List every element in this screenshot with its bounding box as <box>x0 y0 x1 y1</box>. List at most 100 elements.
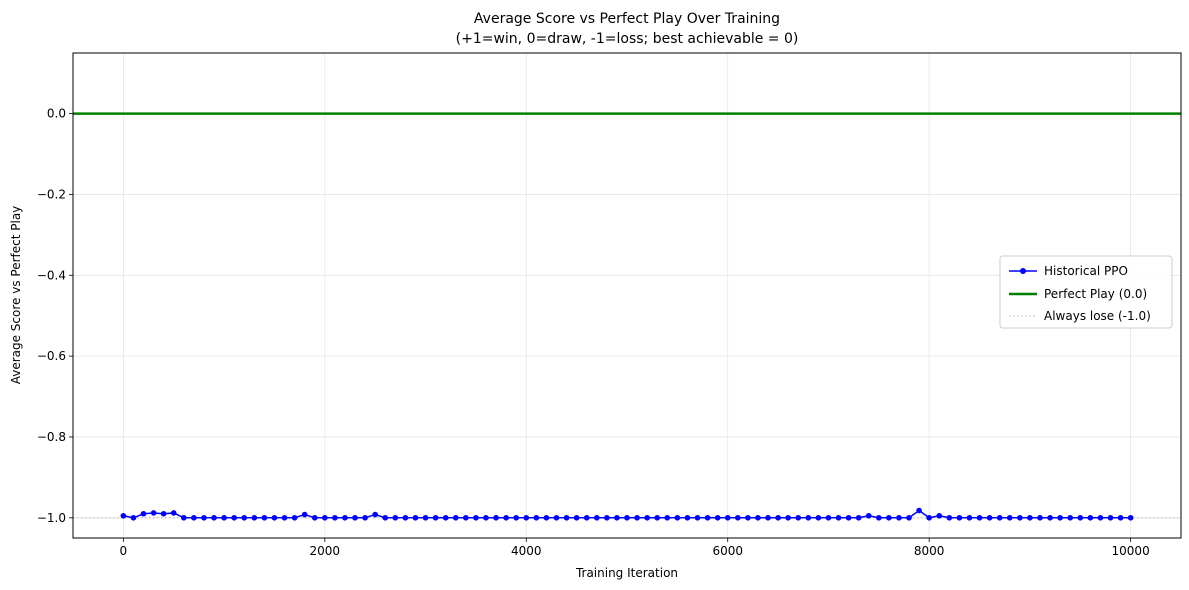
historical-ppo-point <box>311 514 318 521</box>
historical-ppo-point <box>553 514 560 521</box>
x-axis-ticks: 0 2000 4000 6000 8000 10000 <box>120 538 1150 558</box>
historical-ppo-point <box>835 514 842 521</box>
historical-ppo-point <box>906 514 912 521</box>
y-tick-label: −0.2 <box>37 187 66 201</box>
legend: Historical PPO Perfect Play (0.0) Always… <box>999 255 1173 329</box>
historical-ppo-point <box>1027 514 1033 521</box>
chart-title: Average Score vs Perfect Play Over Train… <box>474 11 780 27</box>
historical-ppo-point <box>825 514 832 521</box>
historical-ppo-point <box>150 510 157 516</box>
historical-ppo-point <box>483 514 489 521</box>
legend-box <box>999 255 1173 329</box>
historical-ppo-point <box>362 514 368 521</box>
y-tick-label: 0.0 <box>47 107 66 121</box>
historical-ppo-point <box>593 514 600 521</box>
historical-ppo-point <box>1047 514 1053 521</box>
historical-ppo-point <box>412 514 419 521</box>
x-tick-label: 4000 <box>511 544 542 558</box>
historical-ppo-point <box>1087 514 1094 521</box>
historical-ppo-point <box>996 514 1003 521</box>
historical-ppo-point <box>614 514 620 521</box>
y-tick-label: −0.6 <box>37 349 66 363</box>
historical-ppo-point <box>845 514 852 521</box>
historical-ppo-point <box>1057 514 1063 521</box>
historical-ppo-point <box>936 512 943 519</box>
historical-ppo-point <box>735 514 741 521</box>
historical-ppo-point <box>886 514 892 521</box>
historical-ppo-point <box>231 514 237 521</box>
historical-ppo-point <box>301 511 308 518</box>
historical-ppo-point <box>865 512 872 519</box>
historical-ppo-point <box>785 514 791 521</box>
legend-label-always-lose: Always lose (-1.0) <box>1044 309 1151 323</box>
historical-ppo-point <box>684 514 691 521</box>
historical-ppo-point <box>956 514 963 521</box>
historical-ppo-point <box>402 514 409 521</box>
historical-ppo-point <box>755 514 761 521</box>
historical-ppo-point <box>261 514 268 521</box>
historical-ppo-point <box>120 512 127 519</box>
x-tick-label: 6000 <box>712 544 743 558</box>
historical-ppo-point <box>1037 514 1043 521</box>
historical-ppo-point <box>291 514 298 521</box>
historical-ppo-point <box>503 514 509 521</box>
historical-ppo-point <box>765 514 771 521</box>
historical-ppo-point <box>1117 514 1124 521</box>
historical-ppo-point <box>271 514 278 521</box>
historical-ppo-point <box>644 514 650 521</box>
x-tick-label: 0 <box>120 544 128 558</box>
historical-ppo-point <box>1067 514 1073 521</box>
historical-ppo-point <box>986 514 993 521</box>
historical-ppo-point <box>795 514 802 521</box>
historical-ppo-point <box>704 514 711 521</box>
legend-marker-historical-ppo <box>1020 268 1026 274</box>
historical-ppo-point <box>533 514 540 521</box>
y-tick-label: −1.0 <box>37 511 66 525</box>
x-tick-label: 8000 <box>914 544 945 558</box>
historical-ppo-point <box>946 514 953 521</box>
historical-ppo-point <box>896 514 902 521</box>
historical-ppo-point <box>543 514 550 521</box>
historical-ppo-point <box>805 514 812 521</box>
historical-ppo-point <box>604 514 610 521</box>
historical-ppo-point <box>523 514 530 521</box>
historical-ppo-point <box>221 514 227 521</box>
historical-ppo-point <box>342 514 348 521</box>
y-tick-label: −0.8 <box>37 430 66 444</box>
historical-ppo-point <box>1097 514 1104 521</box>
historical-ppo-point <box>392 514 399 521</box>
historical-ppo-point <box>473 514 479 521</box>
historical-ppo-point <box>191 514 197 521</box>
historical-ppo-point <box>855 514 862 521</box>
historical-ppo-point <box>332 514 338 521</box>
y-tick-label: −0.4 <box>37 268 66 282</box>
historical-ppo-point <box>422 514 429 521</box>
historical-ppo-point <box>583 514 590 521</box>
historical-ppo-point <box>493 514 499 521</box>
historical-ppo-point <box>1127 514 1134 521</box>
x-tick-label: 10000 <box>1112 544 1150 558</box>
historical-ppo-point <box>563 514 570 521</box>
y-axis-label: Average Score vs Perfect Play <box>9 206 23 385</box>
historical-ppo-point <box>382 514 389 521</box>
historical-ppo-point <box>211 514 217 521</box>
historical-ppo-point <box>916 507 922 514</box>
historical-ppo-point <box>452 514 459 521</box>
y-axis-ticks: 0.0 −0.2 −0.4 −0.6 −0.8 −1.0 <box>37 107 73 525</box>
historical-ppo-point <box>876 514 882 521</box>
chart-subtitle: (+1=win, 0=draw, -1=loss; best achievabl… <box>456 31 799 47</box>
plot-area-frame <box>72 52 1182 539</box>
historical-ppo-point <box>976 514 983 521</box>
historical-ppo-point <box>654 514 661 521</box>
x-axis-label: Training Iteration <box>575 566 678 580</box>
historical-ppo-point <box>241 514 248 521</box>
historical-ppo-point <box>724 514 731 521</box>
legend-label-historical-ppo: Historical PPO <box>1044 264 1128 278</box>
historical-ppo-point <box>1017 514 1023 521</box>
historical-ppo-point <box>140 510 147 517</box>
legend-label-perfect-play: Perfect Play (0.0) <box>1044 287 1147 301</box>
data-series <box>120 507 1134 521</box>
historical-ppo-point <box>714 514 721 521</box>
historical-ppo-point <box>573 514 580 521</box>
